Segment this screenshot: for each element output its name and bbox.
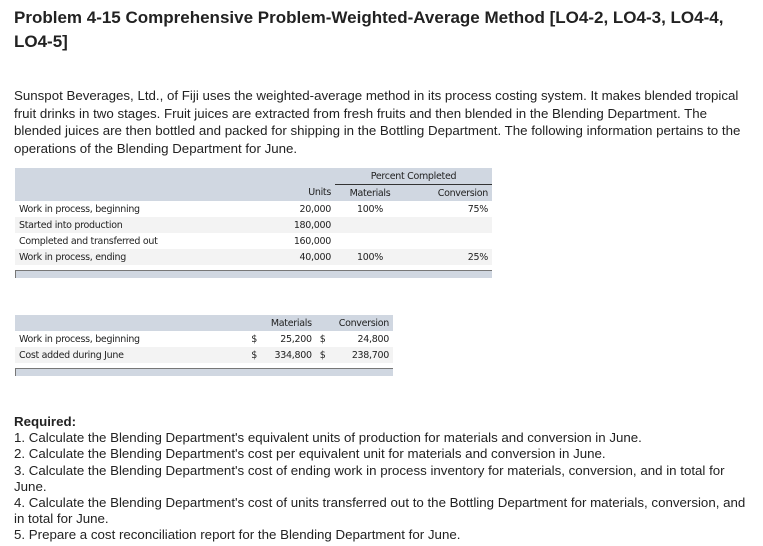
units-cell: 160,000: [293, 235, 331, 247]
conversion-cell: 24,800: [357, 333, 390, 345]
units-cell: 20,000: [299, 203, 332, 215]
requirement-item: 5. Prepare a cost reconciliation report …: [14, 527, 461, 543]
row-label: Cost added during June: [15, 347, 248, 363]
percent-completed-header: Percent Completed: [335, 168, 492, 185]
cost-table: Materials Conversion Work in process, beg…: [15, 315, 393, 363]
units-cell: 180,000: [250, 217, 335, 233]
conversion-header: Conversion: [405, 184, 492, 201]
row-label: Work in process, ending: [15, 249, 250, 265]
conversion-cell: [405, 217, 492, 233]
conversion-header: Conversion: [315, 315, 393, 331]
currency-symbol: $: [251, 333, 257, 345]
problem-description: Sunspot Beverages, Ltd., of Fiji uses th…: [14, 88, 741, 156]
requirement-item: 4. Calculate the Blending Department's c…: [14, 495, 746, 527]
conversion-cell: 238,700: [329, 347, 393, 363]
row-label: Started into production: [15, 217, 250, 233]
materials-header: Materials: [335, 184, 405, 201]
materials-cell: 334,800: [260, 347, 316, 363]
table-row: Cost added during June $334,800 $238,700: [15, 347, 393, 363]
currency-symbol: $: [319, 333, 326, 345]
table-row: Started into production 180,000: [15, 217, 492, 233]
page-title: Problem 4-15 Comprehensive Problem-Weigh…: [14, 8, 724, 51]
units-cell: 40,000: [250, 249, 335, 265]
row-label: Work in process, beginning: [19, 203, 140, 215]
table-footer-bar: [15, 270, 492, 278]
requirement-item: 3. Calculate the Blending Department's c…: [14, 462, 725, 494]
conversion-cell: [405, 233, 492, 249]
conversion-cell: 75%: [467, 203, 489, 215]
table-row: Work in process, ending 40,000 100% 25%: [15, 249, 492, 265]
table-footer-bar: [15, 368, 393, 376]
materials-cell: 100%: [335, 249, 405, 265]
currency-symbol: $: [247, 347, 261, 363]
materials-header: Materials: [247, 315, 316, 331]
materials-cell: 25,200: [280, 333, 312, 345]
table-row: Work in process, beginning 20,000 100% 75%: [15, 201, 492, 217]
requirement-item: 2. Calculate the Blending Department's c…: [14, 446, 606, 462]
units-header: Units: [250, 184, 335, 201]
table-row: Completed and transferred out 160,000: [15, 233, 492, 249]
requirement-item: 1. Calculate the Blending Department's e…: [14, 430, 642, 446]
row-label: Work in process, beginning: [19, 333, 140, 345]
materials-cell: [335, 233, 405, 249]
units-table: Percent Completed Units Materials Conversi…: [15, 168, 492, 265]
currency-symbol: $: [315, 347, 330, 363]
conversion-cell: 25%: [405, 249, 492, 265]
required-section: Required: 1. Calculate the Blending Depa…: [14, 414, 759, 544]
materials-cell: [335, 217, 405, 233]
materials-cell: 100%: [357, 203, 383, 215]
required-heading: Required:: [14, 414, 77, 429]
row-label: Completed and transferred out: [19, 235, 158, 247]
table-row: Work in process, beginning $25,200 $24,800: [15, 331, 393, 347]
